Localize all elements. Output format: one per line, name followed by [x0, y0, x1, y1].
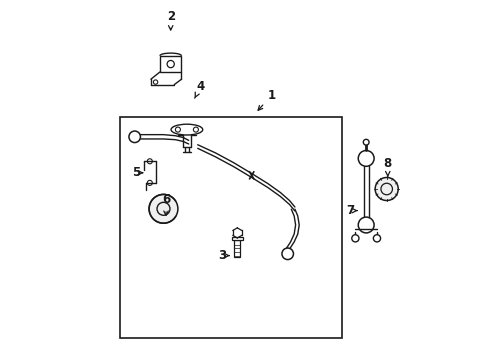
Circle shape	[374, 177, 397, 201]
Text: 6: 6	[162, 193, 170, 215]
Bar	[120, 117, 341, 338]
Text: 5: 5	[131, 166, 142, 179]
Text: 1: 1	[258, 89, 275, 110]
Circle shape	[351, 235, 358, 242]
Circle shape	[358, 217, 373, 233]
Ellipse shape	[171, 124, 203, 135]
Text: 2: 2	[166, 10, 174, 30]
Text: 4: 4	[194, 80, 204, 98]
Bar	[231, 237, 243, 240]
Bar	[160, 56, 181, 72]
Circle shape	[358, 150, 373, 166]
Circle shape	[149, 194, 178, 223]
Circle shape	[363, 139, 368, 145]
Text: 7: 7	[345, 204, 356, 217]
Text: 8: 8	[383, 157, 391, 176]
Circle shape	[282, 248, 293, 260]
Circle shape	[129, 131, 140, 143]
Circle shape	[373, 235, 380, 242]
Bar	[234, 240, 240, 257]
Text: 3: 3	[218, 249, 229, 262]
